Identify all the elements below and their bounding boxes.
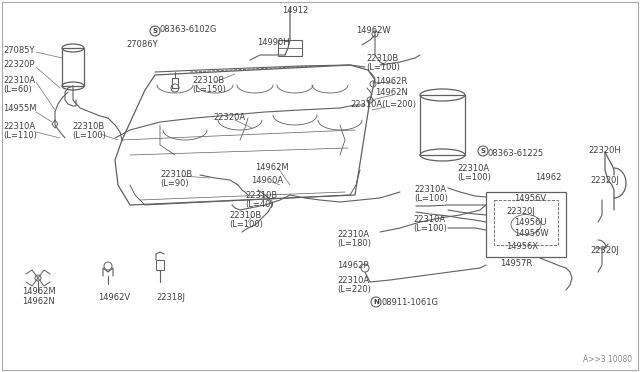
Text: (L=40): (L=40) xyxy=(245,200,274,209)
Text: 22318J: 22318J xyxy=(156,293,185,302)
Text: N: N xyxy=(373,299,379,305)
Text: 22310A(L=200): 22310A(L=200) xyxy=(350,100,416,109)
Text: 22310B: 22310B xyxy=(366,54,398,63)
Text: 14960A: 14960A xyxy=(251,176,283,185)
Text: (L=220): (L=220) xyxy=(337,285,371,294)
Text: 22310A: 22310A xyxy=(337,276,369,285)
Text: 14912: 14912 xyxy=(282,6,308,15)
Text: 14962: 14962 xyxy=(535,173,561,182)
Text: (L=110): (L=110) xyxy=(3,131,37,140)
Text: 14990H: 14990H xyxy=(257,38,290,47)
Text: 14956V: 14956V xyxy=(514,194,546,203)
Text: 22310B: 22310B xyxy=(72,122,104,131)
Text: 27086Y: 27086Y xyxy=(126,40,157,49)
Text: 22320J: 22320J xyxy=(590,176,619,185)
Text: 14955M: 14955M xyxy=(3,104,36,113)
Text: (L=100): (L=100) xyxy=(366,63,400,72)
Text: 14957R: 14957R xyxy=(500,259,532,268)
Text: 27085Y: 27085Y xyxy=(3,46,35,55)
Text: 14962N: 14962N xyxy=(22,297,55,306)
Text: 14962P: 14962P xyxy=(337,261,369,270)
Bar xyxy=(420,95,465,155)
Text: 22310A: 22310A xyxy=(414,185,446,194)
Text: S: S xyxy=(481,148,486,154)
Bar xyxy=(494,200,558,245)
Text: 22310A: 22310A xyxy=(337,230,369,239)
Text: 14962M: 14962M xyxy=(22,287,56,296)
Text: (L=90): (L=90) xyxy=(160,179,189,188)
Text: S: S xyxy=(152,28,157,34)
Text: (L=60): (L=60) xyxy=(3,85,32,94)
Text: A>>3 10080: A>>3 10080 xyxy=(583,355,632,364)
Text: (L=150): (L=150) xyxy=(192,85,226,94)
Text: 08911-1061G: 08911-1061G xyxy=(382,298,439,307)
Text: (L=100): (L=100) xyxy=(72,131,106,140)
Text: 22320H: 22320H xyxy=(588,146,621,155)
Text: 08363-61225: 08363-61225 xyxy=(488,149,544,158)
Text: 22310A: 22310A xyxy=(3,76,35,85)
Text: 22310B: 22310B xyxy=(245,191,277,200)
Bar xyxy=(156,260,164,270)
Text: 22310A: 22310A xyxy=(457,164,489,173)
Text: 22310A: 22310A xyxy=(413,215,445,224)
Text: (L=100): (L=100) xyxy=(414,194,448,203)
Text: 22320P: 22320P xyxy=(3,60,35,69)
Text: 22320J: 22320J xyxy=(590,246,619,255)
Text: 22310B: 22310B xyxy=(229,211,261,220)
Text: 08363-6102G: 08363-6102G xyxy=(160,25,218,34)
Text: (L=100): (L=100) xyxy=(229,220,263,229)
Text: 14962V: 14962V xyxy=(98,293,130,302)
Text: 22310B: 22310B xyxy=(192,76,224,85)
Text: 14962N: 14962N xyxy=(375,88,408,97)
Text: 14962M: 14962M xyxy=(255,163,289,172)
Text: 14962R: 14962R xyxy=(375,77,407,86)
Text: (L=100): (L=100) xyxy=(457,173,491,182)
Text: 14956W: 14956W xyxy=(514,229,548,238)
Text: 22320A: 22320A xyxy=(213,113,245,122)
Bar xyxy=(62,48,84,86)
Text: 22320J: 22320J xyxy=(506,207,535,216)
Text: 22310B: 22310B xyxy=(160,170,192,179)
Text: 22310A: 22310A xyxy=(3,122,35,131)
Bar xyxy=(486,192,566,257)
Text: (L=180): (L=180) xyxy=(337,239,371,248)
Text: 14956X: 14956X xyxy=(506,242,538,251)
Text: 14962W: 14962W xyxy=(356,26,390,35)
Text: (L=100): (L=100) xyxy=(413,224,447,233)
Text: 14956U: 14956U xyxy=(514,218,547,227)
Bar xyxy=(278,40,302,56)
